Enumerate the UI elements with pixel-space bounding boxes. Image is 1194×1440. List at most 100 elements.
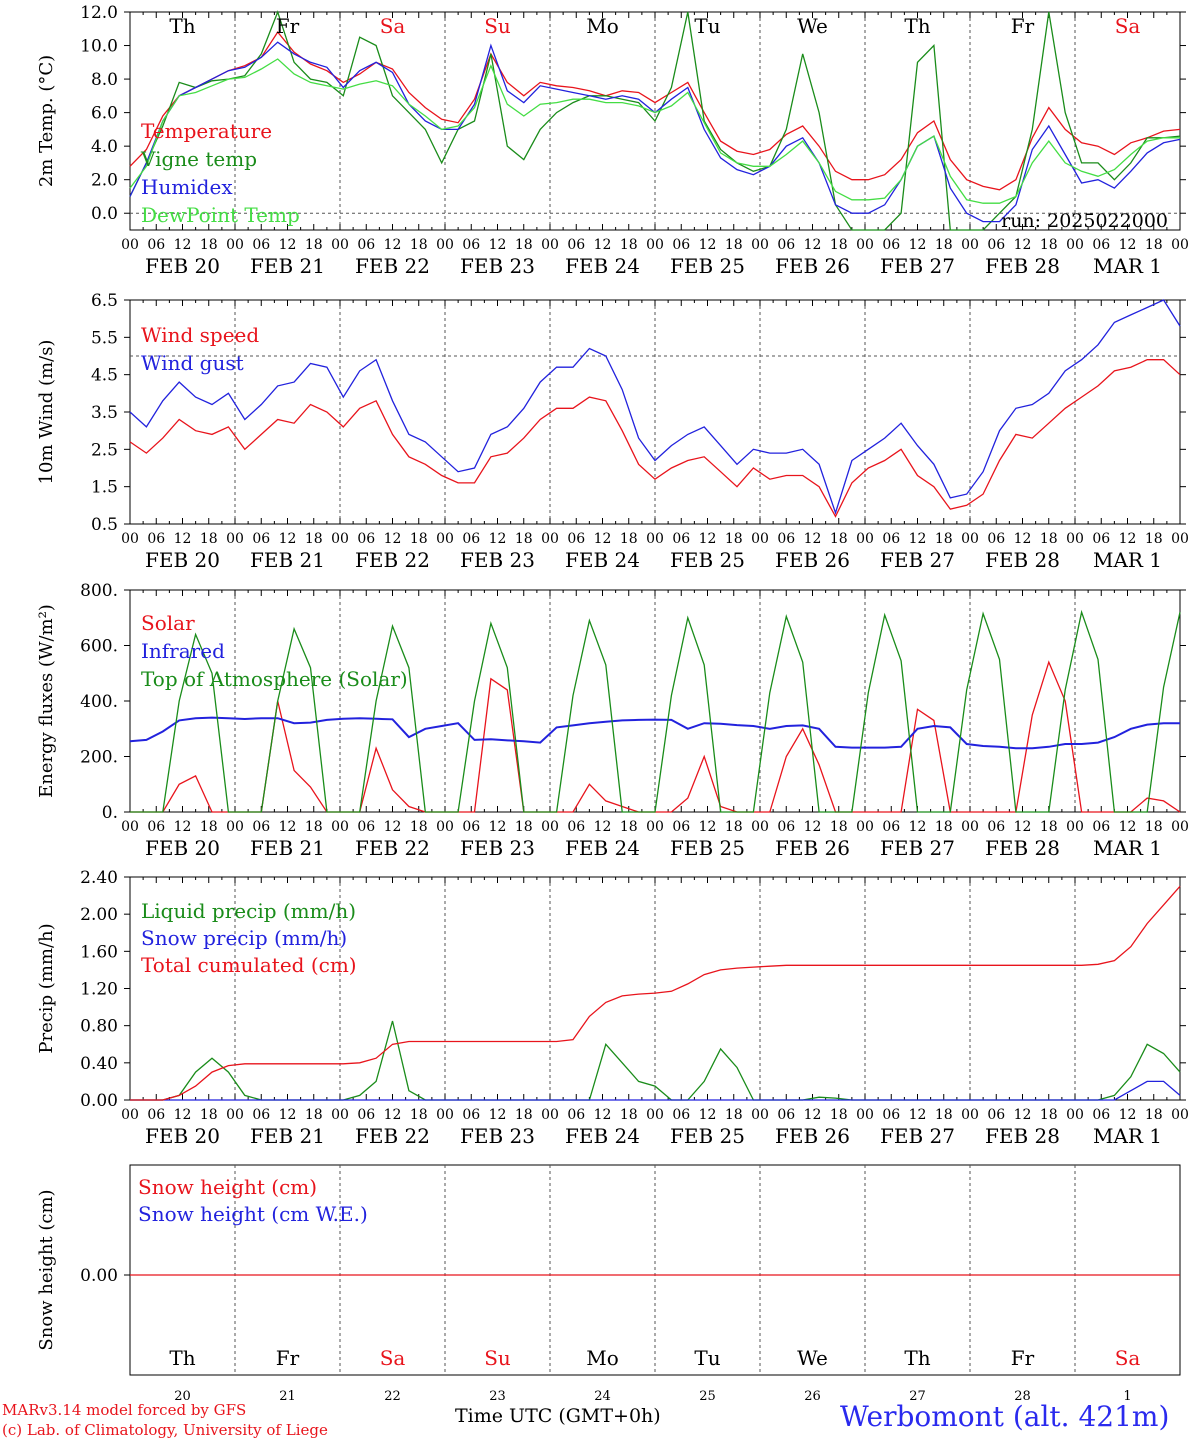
y-axis-title: Energy fluxes (W/m²) <box>36 604 57 798</box>
hour-tick-label: 12 <box>279 1107 297 1123</box>
date-label: FEB 28 <box>985 1124 1060 1148</box>
hour-tick-label: 12 <box>804 237 822 253</box>
hour-tick-label: 00 <box>646 531 664 547</box>
legend-entry: Temperature <box>141 119 272 143</box>
hour-tick-label: 00 <box>1066 531 1084 547</box>
day-label: Th <box>169 14 195 38</box>
hour-tick-label: 00 <box>961 531 979 547</box>
date-label: FEB 22 <box>355 254 430 278</box>
hour-tick-label: 06 <box>987 531 1005 547</box>
hour-tick-label: 00 <box>751 531 769 547</box>
hour-tick-label: 00 <box>541 531 559 547</box>
hour-tick-label: 00 <box>646 819 664 835</box>
hour-tick-label: 18 <box>1145 1107 1163 1123</box>
hour-tick-label: 06 <box>882 1107 900 1123</box>
hour-tick-label: 18 <box>515 1107 533 1123</box>
date-label: MAR 1 <box>1093 254 1162 278</box>
hour-tick-label: 06 <box>357 1107 375 1123</box>
y-tick-label: 2.0 <box>91 171 118 191</box>
hour-tick-label: 18 <box>410 819 428 835</box>
hour-tick-label: 18 <box>305 1107 323 1123</box>
hour-tick-label: 12 <box>1119 1107 1137 1123</box>
hour-tick-label: 06 <box>462 237 480 253</box>
y-tick-label: 200. <box>80 748 118 768</box>
day-number: 22 <box>384 1389 401 1400</box>
hour-tick-label: 00 <box>1066 819 1084 835</box>
date-label: FEB 20 <box>145 836 220 860</box>
hour-tick-label: 12 <box>1014 237 1032 253</box>
hour-tick-label: 06 <box>462 531 480 547</box>
day-number: 23 <box>489 1389 506 1400</box>
date-label: MAR 1 <box>1093 836 1162 860</box>
hour-tick-label: 06 <box>462 819 480 835</box>
day-number: 28 <box>1014 1389 1031 1400</box>
hour-tick-label: 06 <box>777 1107 795 1123</box>
hour-tick-label: 00 <box>226 531 244 547</box>
y-tick-label: 1.60 <box>80 942 118 962</box>
date-label: FEB 26 <box>775 254 850 278</box>
y-axis-title: 2m Temp. (°C) <box>36 55 57 187</box>
hour-tick-label: 18 <box>725 1107 743 1123</box>
series-line-top-of-atmosphere-solar- <box>130 609 1181 813</box>
hour-tick-label: 06 <box>567 237 585 253</box>
day-label: Su <box>484 1346 511 1370</box>
hour-tick-label: 00 <box>436 1107 454 1123</box>
hour-tick-label: 06 <box>777 237 795 253</box>
date-label: FEB 27 <box>880 548 955 572</box>
legend-entry: Vigne temp <box>140 147 257 171</box>
hour-tick-label: 18 <box>200 531 218 547</box>
date-label: FEB 27 <box>880 254 955 278</box>
hour-tick-label: 12 <box>1014 1107 1032 1123</box>
date-label: FEB 24 <box>565 254 640 278</box>
hour-tick-label: 18 <box>1145 819 1163 835</box>
hour-tick-label: 12 <box>1119 531 1137 547</box>
day-label: We <box>797 14 828 38</box>
hour-tick-label: 18 <box>830 531 848 547</box>
hour-tick-label: 06 <box>672 1107 690 1123</box>
date-label: FEB 26 <box>775 548 850 572</box>
legend-entry: Snow height (cm) <box>138 1175 317 1199</box>
date-label: FEB 24 <box>565 548 640 572</box>
date-label: FEB 28 <box>985 254 1060 278</box>
legend-entry: Humidex <box>141 175 233 199</box>
hour-tick-label: 12 <box>909 531 927 547</box>
hour-tick-label: 12 <box>804 531 822 547</box>
y-tick-label: 5.5 <box>91 328 118 348</box>
date-label: FEB 20 <box>145 1124 220 1148</box>
date-label: MAR 1 <box>1093 1124 1162 1148</box>
hour-tick-label: 12 <box>594 531 612 547</box>
y-tick-label: 1.20 <box>80 980 118 1000</box>
hour-tick-label: 00 <box>646 1107 664 1123</box>
hour-tick-label: 00 <box>331 819 349 835</box>
day-label: Tu <box>694 1346 720 1370</box>
date-label: FEB 25 <box>670 548 745 572</box>
hour-tick-label: 18 <box>830 819 848 835</box>
date-label: FEB 28 <box>985 836 1060 860</box>
hour-tick-label: 00 <box>541 1107 559 1123</box>
y-tick-label: 600. <box>80 637 118 657</box>
y-tick-label: 2.40 <box>80 868 118 888</box>
hour-tick-label: 00 <box>331 531 349 547</box>
model-credit: MARv3.14 model forced by GFS (c) Lab. of… <box>2 1400 328 1440</box>
hour-tick-label: 06 <box>147 531 165 547</box>
hour-tick-label: 00 <box>961 237 979 253</box>
hour-tick-label: 06 <box>147 1107 165 1123</box>
hour-tick-label: 00 <box>1171 1107 1189 1123</box>
hour-tick-label: 00 <box>121 1107 139 1123</box>
legend-entry: Infrared <box>141 639 225 663</box>
hour-tick-label: 06 <box>882 531 900 547</box>
hour-tick-label: 12 <box>1119 819 1137 835</box>
y-tick-label: 1.5 <box>91 478 118 498</box>
hour-tick-label: 06 <box>252 237 270 253</box>
hour-tick-label: 00 <box>856 1107 874 1123</box>
hour-tick-label: 12 <box>279 819 297 835</box>
run-annotation: run: 2025022000 <box>1001 210 1168 232</box>
day-label: Sa <box>380 14 406 38</box>
hour-tick-label: 00 <box>436 531 454 547</box>
day-label: Mo <box>586 1346 619 1370</box>
hour-tick-label: 18 <box>830 1107 848 1123</box>
series-line-dewpoint-temp <box>129 58 1180 204</box>
y-tick-label: 0.80 <box>80 1017 118 1037</box>
hour-tick-label: 12 <box>1119 237 1137 253</box>
y-tick-label: 2.00 <box>80 905 118 925</box>
